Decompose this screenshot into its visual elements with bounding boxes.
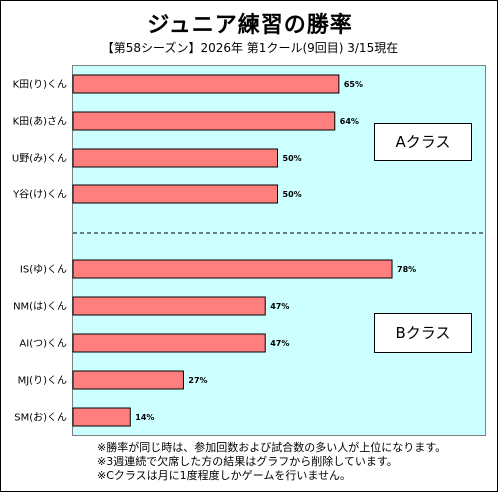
- bar-0: [72, 74, 340, 94]
- value-label-6: 47%: [270, 339, 289, 348]
- category-label-0: K田(り)くん: [13, 79, 67, 91]
- class-a-label: Aクラス: [374, 123, 472, 161]
- value-label-5: 47%: [270, 302, 289, 311]
- category-label-2: U野(み)くん: [12, 153, 67, 165]
- value-label-8: 14%: [135, 413, 154, 422]
- footnote-class-c: ※Cクラスは月に1度程度しかゲームを行いません。: [97, 469, 352, 482]
- value-label-3: 50%: [283, 190, 302, 199]
- footnote-absence: ※3週連続で欠席した方の結果はグラフから削除しています。: [97, 455, 398, 468]
- value-label-2: 50%: [283, 154, 302, 163]
- category-label-1: K田(あ)さん: [13, 116, 67, 128]
- category-label-6: AI(つ)くん: [19, 338, 67, 350]
- category-label-5: NM(は)くん: [13, 301, 67, 313]
- bar-2: [72, 148, 278, 168]
- category-label-7: MJ(り)くん: [18, 375, 67, 387]
- footnote-tiebreak: ※勝率が同じ時は、参加回数および試合数の多い人が上位になります。: [97, 441, 447, 454]
- chart-title: ジュニア練習の勝率: [147, 13, 353, 38]
- footnotes: ※勝率が同じ時は、参加回数および試合数の多い人が上位になります。 ※3週連続で欠…: [97, 441, 497, 483]
- bar-8: [72, 407, 131, 427]
- class-b-label: Bクラス: [374, 313, 472, 353]
- bar-3: [72, 184, 278, 204]
- bar-6: [72, 333, 266, 353]
- bar-5: [72, 296, 266, 316]
- chart-subtitle: 【第58シーズン】2026年 第1クール(9回目) 3/15現在: [101, 41, 399, 55]
- value-label-4: 78%: [397, 265, 416, 274]
- bar-4: [72, 259, 393, 279]
- category-label-8: SM(お)くん: [14, 412, 67, 424]
- bar-1: [72, 111, 336, 131]
- value-label-1: 64%: [340, 117, 359, 126]
- value-label-7: 27%: [188, 376, 207, 385]
- category-label-3: Y谷(け)くん: [12, 189, 67, 201]
- category-label-4: IS(ゆ)くん: [20, 264, 67, 276]
- value-label-0: 65%: [344, 80, 363, 89]
- bar-7: [72, 370, 184, 390]
